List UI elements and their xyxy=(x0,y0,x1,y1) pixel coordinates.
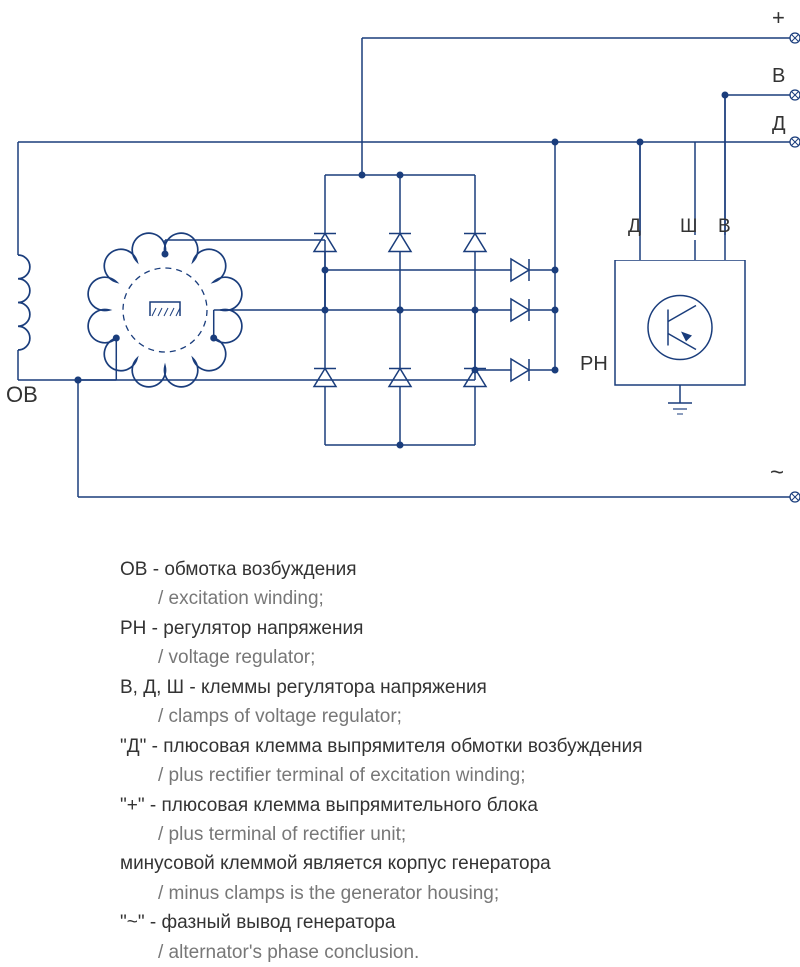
legend-line-ru: "+" - плюсовая клемма выпрямительного бл… xyxy=(120,791,720,820)
legend-line-ru: "Д" - плюсовая клемма выпрямителя обмотк… xyxy=(120,732,720,761)
schematic-svg: +ВД~ОВРНДШВ xyxy=(0,0,800,560)
legend-line-en: / alternator's phase conclusion. xyxy=(120,938,720,967)
legend-line-en: / clamps of voltage regulator; xyxy=(120,702,720,731)
legend-line-ru: ОВ - обмотка возбуждения xyxy=(120,555,720,584)
svg-text:В: В xyxy=(718,216,731,237)
legend-line-ru: В, Д, Ш - клеммы регулятора напряжения xyxy=(120,673,720,702)
svg-text:Ш: Ш xyxy=(680,216,697,237)
legend-line-en: / plus terminal of rectifier unit; xyxy=(120,820,720,849)
legend-line-ru: РН - регулятор напряжения xyxy=(120,614,720,643)
svg-text:Д: Д xyxy=(772,113,786,135)
svg-text:~: ~ xyxy=(770,459,784,486)
svg-text:Д: Д xyxy=(628,216,641,237)
legend-line-en: / voltage regulator; xyxy=(120,643,720,672)
legend-block: ОВ - обмотка возбуждения/ excitation win… xyxy=(120,555,720,967)
svg-text:ОВ: ОВ xyxy=(6,382,38,407)
legend-line-ru: "~" - фазный вывод генератора xyxy=(120,908,720,937)
svg-text:РН: РН xyxy=(580,353,608,375)
schematic-page: +ВД~ОВРНДШВ ОВ - обмотка возбуждения/ ex… xyxy=(0,0,800,957)
svg-text:+: + xyxy=(772,5,785,30)
legend-line-ru: минусовой клеммой является корпус генера… xyxy=(120,849,720,878)
legend-line-en: / minus clamps is the generator housing; xyxy=(120,879,720,908)
legend-line-en: / plus rectifier terminal of excitation … xyxy=(120,761,720,790)
legend-line-en: / excitation winding; xyxy=(120,584,720,613)
svg-text:В: В xyxy=(772,65,785,87)
